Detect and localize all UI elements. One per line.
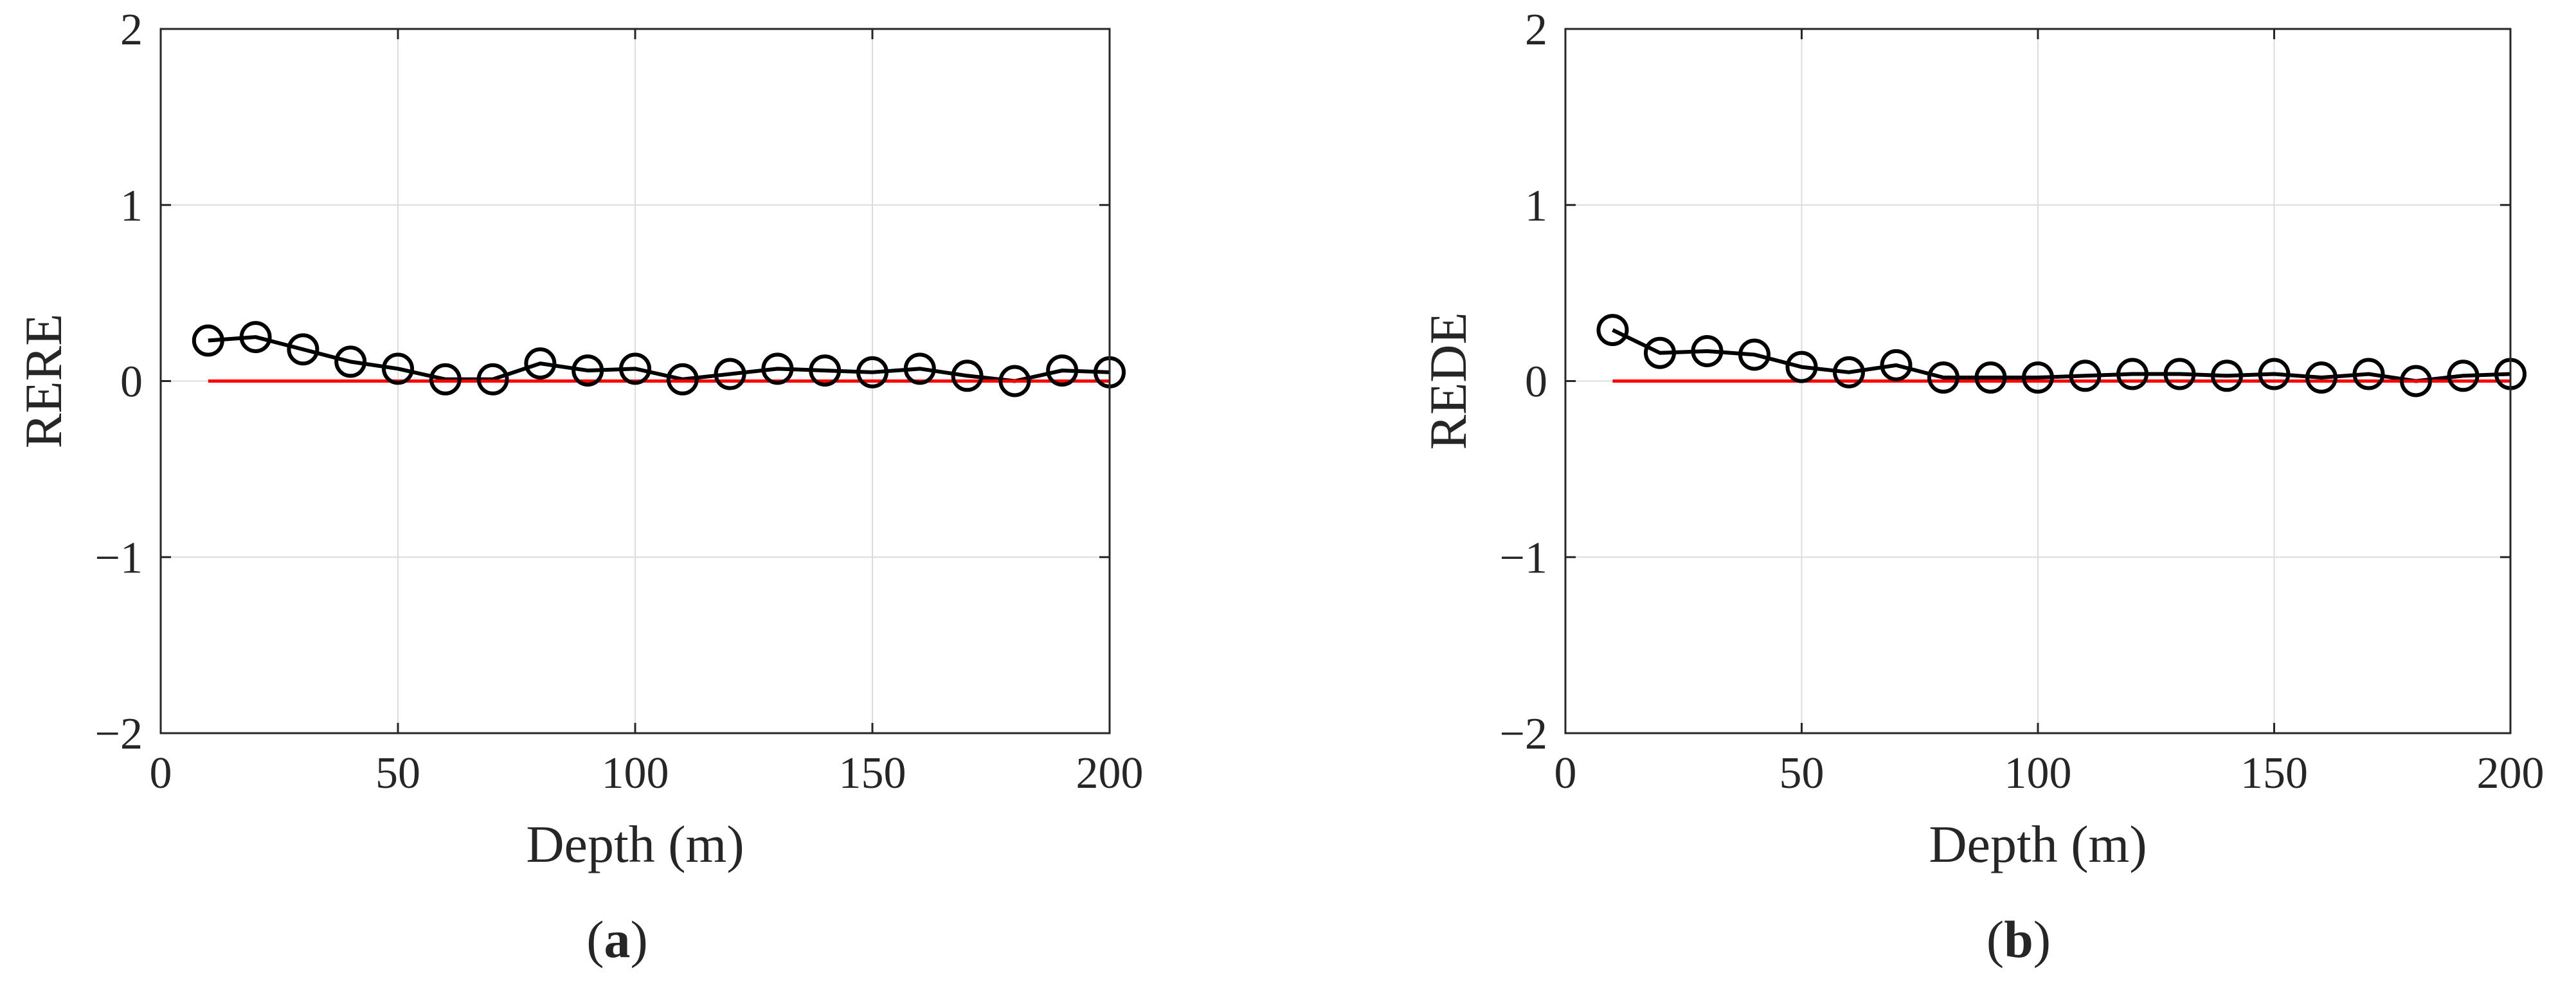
data-point xyxy=(714,358,746,390)
y-tick-label: −2 xyxy=(95,709,143,759)
x-tick-label: 150 xyxy=(2240,749,2308,798)
x-tick-label: 200 xyxy=(1076,749,1144,798)
data-point xyxy=(239,321,272,354)
data-point xyxy=(619,352,651,385)
panel-caption: (a) xyxy=(586,910,648,969)
series-line xyxy=(1612,328,2511,383)
data-point xyxy=(192,324,224,357)
y-tick-label: 0 xyxy=(1525,358,1547,407)
data-point xyxy=(429,363,462,396)
data-point xyxy=(856,356,888,388)
data-point xyxy=(2258,358,2291,390)
data-point xyxy=(1927,361,1959,394)
panel-caption: (b) xyxy=(1986,910,2051,969)
y-tick-label: −1 xyxy=(95,533,143,583)
y-tick-label: 1 xyxy=(1525,181,1547,231)
data-point xyxy=(666,363,699,396)
y-axis-title: REDE xyxy=(1419,312,1477,450)
axes-box xyxy=(159,28,1111,734)
data-point xyxy=(287,333,320,366)
data-point xyxy=(2211,360,2243,392)
y-tick-label: −1 xyxy=(1500,533,1547,583)
panel-a: 0 50 100 150 200 −2 −1 0 1 2 Depth (m) RERE (a) xyxy=(14,5,1144,969)
data-point xyxy=(2352,358,2385,390)
data-point xyxy=(1596,314,1629,347)
data-point xyxy=(2163,358,2196,390)
y-tick-label: 2 xyxy=(1525,5,1547,55)
data-point xyxy=(903,352,936,385)
y-axis-title: RERE xyxy=(14,314,73,449)
x-tick-label: 150 xyxy=(839,749,906,798)
data-point xyxy=(1833,356,1865,388)
y-tick-label: 0 xyxy=(120,358,143,407)
data-point xyxy=(1644,336,1676,369)
x-axis-title: Depth (m) xyxy=(1929,815,2147,873)
data-point xyxy=(1785,351,1818,383)
data-point xyxy=(998,365,1031,397)
x-tick-label: 100 xyxy=(602,749,669,798)
data-point xyxy=(1880,349,1913,381)
data-point xyxy=(761,352,794,385)
data-point xyxy=(2022,361,2054,394)
x-tick-label: 0 xyxy=(1554,749,1577,798)
x-tick-label: 50 xyxy=(375,749,420,798)
data-point xyxy=(2447,360,2480,392)
data-point xyxy=(2069,360,2102,392)
data-point xyxy=(1046,354,1079,387)
series-line xyxy=(208,335,1110,383)
data-point xyxy=(476,363,509,396)
data-point xyxy=(334,345,367,378)
y-tick-label: 2 xyxy=(120,5,143,55)
x-tick-label: 50 xyxy=(1779,749,1824,798)
axes-box xyxy=(1564,28,2512,734)
x-tick-label: 0 xyxy=(150,749,172,798)
data-point xyxy=(1691,334,1724,367)
data-point xyxy=(2116,358,2148,390)
y-tick-label: 1 xyxy=(120,181,143,231)
x-tick-label: 200 xyxy=(2477,749,2544,798)
data-point xyxy=(1974,361,2007,394)
data-point xyxy=(2305,361,2337,394)
x-axis-title: Depth (m) xyxy=(526,815,744,873)
x-tick-label: 100 xyxy=(2004,749,2072,798)
data-point xyxy=(951,360,984,392)
panel-b: 0 50 100 150 200 −2 −1 0 1 2 Depth (m) REDE (b) xyxy=(1419,5,2544,969)
data-point xyxy=(524,347,557,380)
data-point xyxy=(1738,338,1770,371)
data-point xyxy=(809,354,842,387)
data-point xyxy=(572,354,604,387)
data-point xyxy=(382,352,414,385)
y-tick-label: −2 xyxy=(1500,709,1547,759)
data-point xyxy=(2400,365,2432,397)
